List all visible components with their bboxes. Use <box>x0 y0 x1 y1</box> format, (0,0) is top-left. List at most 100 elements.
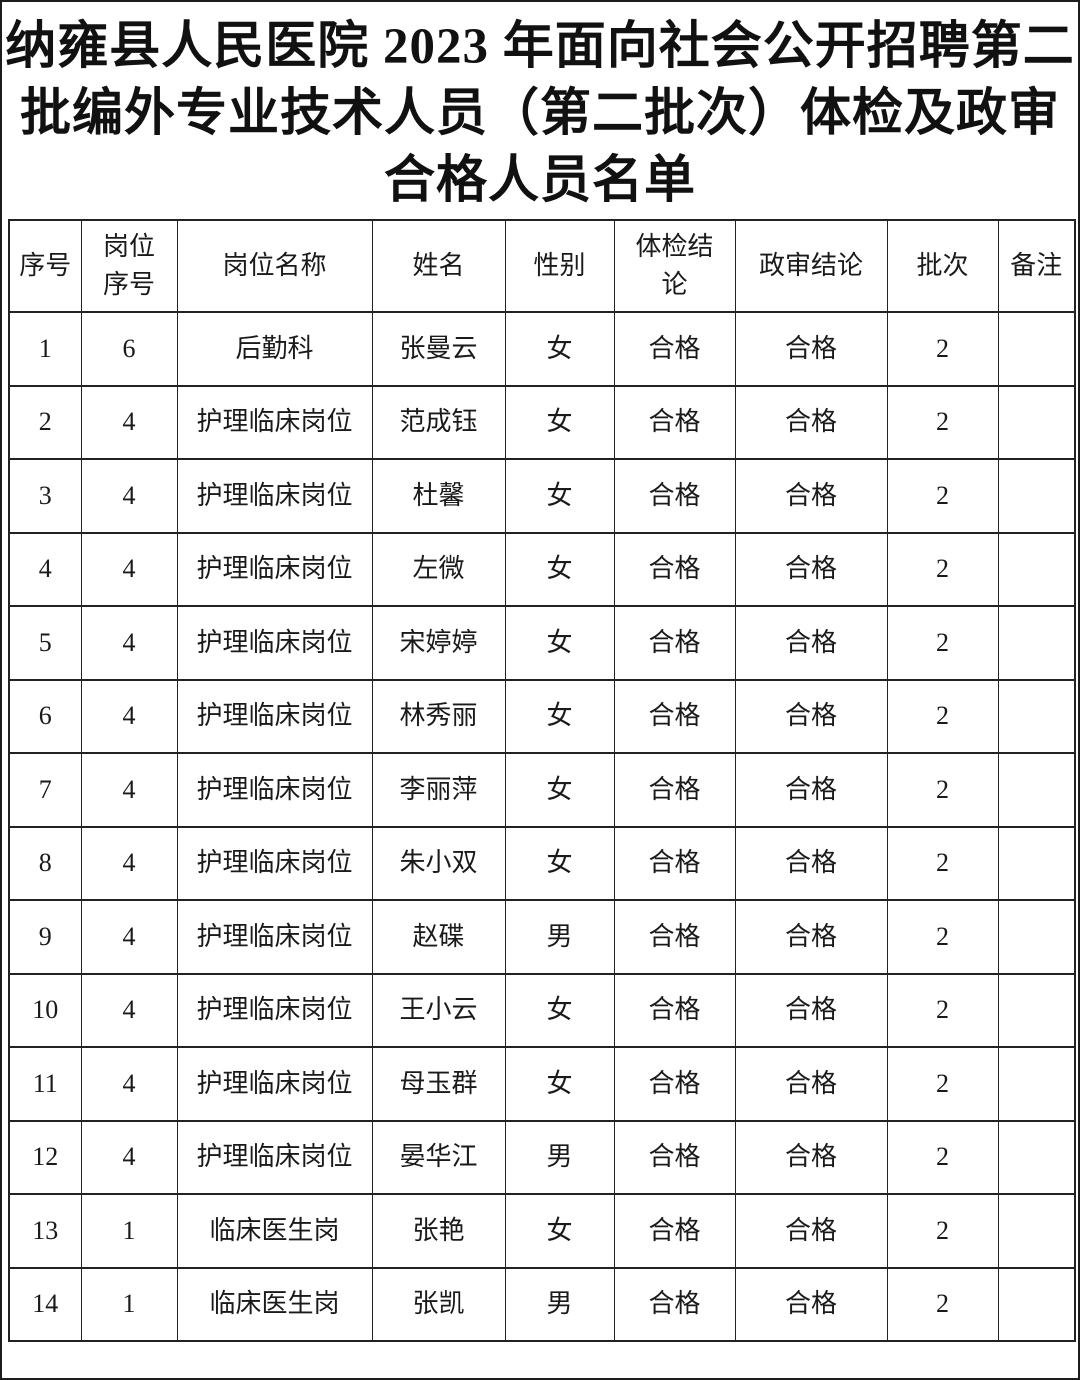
cell-batch: 2 <box>886 1266 999 1342</box>
table-row: 7 4 护理临床岗位 李丽萍女合格 合格 2 <box>8 752 1076 828</box>
table-row: 13 1 临床医生岗 张艳女合格 合格 2 <box>8 1193 1076 1269</box>
cell-gender: 女 <box>504 311 615 387</box>
cell-political_result: 合格 <box>734 752 888 828</box>
cell-physical_result: 合格 <box>613 531 736 607</box>
cell-name: 宋婷婷 <box>371 605 506 681</box>
cell-name: 母玉群 <box>371 1046 506 1122</box>
cell-seq: 2 <box>8 384 82 460</box>
cell-remark <box>997 384 1076 460</box>
table-row: 3 4 护理临床岗位 杜馨女合格 合格 2 <box>8 458 1076 534</box>
cell-political_result: 合格 <box>734 311 888 387</box>
cell-name: 林秀丽 <box>371 678 506 754</box>
cell-batch: 2 <box>886 972 999 1048</box>
cell-seq: 14 <box>8 1266 82 1342</box>
cell-seq: 12 <box>8 1119 82 1195</box>
cell-physical_result: 合格 <box>613 384 736 460</box>
cell-gender: 女 <box>504 531 615 607</box>
cell-seq: 11 <box>8 1046 82 1122</box>
cell-name: 王小云 <box>371 972 506 1048</box>
column-header-batch: 批次 <box>886 219 999 313</box>
cell-political_result: 合格 <box>734 531 888 607</box>
cell-post_name: 护理临床岗位 <box>176 605 373 681</box>
cell-gender: 女 <box>504 1046 615 1122</box>
cell-gender: 男 <box>504 1119 615 1195</box>
cell-remark <box>997 1119 1076 1195</box>
cell-physical_result: 合格 <box>613 752 736 828</box>
cell-post_seq: 4 <box>80 1119 178 1195</box>
column-header-gender: 性别 <box>504 219 615 313</box>
cell-batch: 2 <box>886 605 999 681</box>
cell-name: 张曼云 <box>371 311 506 387</box>
cell-post_name: 护理临床岗位 <box>176 384 373 460</box>
cell-political_result: 合格 <box>734 1046 888 1122</box>
cell-post_name: 护理临床岗位 <box>176 972 373 1048</box>
cell-remark <box>997 605 1076 681</box>
cell-batch: 2 <box>886 899 999 975</box>
cell-batch: 2 <box>886 384 999 460</box>
cell-post_name: 护理临床岗位 <box>176 899 373 975</box>
table-row: 11 4 护理临床岗位 母玉群女合格 合格 2 <box>8 1046 1076 1122</box>
cell-political_result: 合格 <box>734 1193 888 1269</box>
cell-batch: 2 <box>886 311 999 387</box>
cell-political_result: 合格 <box>734 899 888 975</box>
cell-physical_result: 合格 <box>613 605 736 681</box>
cell-post_seq: 6 <box>80 311 178 387</box>
cell-seq: 5 <box>8 605 82 681</box>
cell-post_name: 临床医生岗 <box>176 1266 373 1342</box>
cell-name: 张凯 <box>371 1266 506 1342</box>
table-row: 12 4 护理临床岗位 晏华江男合格 合格 2 <box>8 1119 1076 1195</box>
cell-name: 朱小双 <box>371 825 506 901</box>
cell-post_name: 护理临床岗位 <box>176 1119 373 1195</box>
cell-political_result: 合格 <box>734 384 888 460</box>
roster-table: 序号 岗位 序号 岗位名称 姓名 性别 体检结 论政审结论 批次 备注 1 6 后勤科 张曼云女合格… <box>8 219 1076 1342</box>
cell-gender: 女 <box>504 605 615 681</box>
cell-batch: 2 <box>886 1119 999 1195</box>
cell-post_seq: 4 <box>80 972 178 1048</box>
table-row: 14 1 临床医生岗 张凯男合格 合格 2 <box>8 1266 1076 1342</box>
cell-post_name: 护理临床岗位 <box>176 752 373 828</box>
cell-post_seq: 1 <box>80 1193 178 1269</box>
cell-post_seq: 4 <box>80 605 178 681</box>
cell-batch: 2 <box>886 825 999 901</box>
cell-remark <box>997 1266 1076 1342</box>
cell-batch: 2 <box>886 1046 999 1122</box>
cell-gender: 男 <box>504 899 615 975</box>
cell-post_name: 护理临床岗位 <box>176 678 373 754</box>
cell-post_seq: 4 <box>80 899 178 975</box>
cell-post_name: 护理临床岗位 <box>176 458 373 534</box>
cell-seq: 4 <box>8 531 82 607</box>
cell-gender: 女 <box>504 678 615 754</box>
cell-physical_result: 合格 <box>613 1046 736 1122</box>
cell-post_seq: 4 <box>80 678 178 754</box>
cell-post_name: 护理临床岗位 <box>176 1046 373 1122</box>
cell-remark <box>997 899 1076 975</box>
cell-gender: 女 <box>504 972 615 1048</box>
cell-political_result: 合格 <box>734 678 888 754</box>
cell-remark <box>997 1193 1076 1269</box>
table-row: 9 4 护理临床岗位 赵碟男合格 合格 2 <box>8 899 1076 975</box>
cell-gender: 男 <box>504 1266 615 1342</box>
cell-physical_result: 合格 <box>613 678 736 754</box>
cell-post_name: 后勤科 <box>176 311 373 387</box>
cell-gender: 女 <box>504 458 615 534</box>
cell-remark <box>997 1046 1076 1122</box>
column-header-name: 姓名 <box>371 219 506 313</box>
cell-political_result: 合格 <box>734 972 888 1048</box>
cell-seq: 10 <box>8 972 82 1048</box>
table-row: 4 4 护理临床岗位 左微女合格 合格 2 <box>8 531 1076 607</box>
table-row: 6 4 护理临床岗位 林秀丽女合格 合格 2 <box>8 678 1076 754</box>
cell-post_seq: 4 <box>80 825 178 901</box>
table-body: 1 6 后勤科 张曼云女合格 合格 2 2 4 护理临床岗位 范成钰女合格 合格 2 3 4 护理临床岗位杜… <box>8 311 1076 1342</box>
cell-remark <box>997 531 1076 607</box>
cell-name: 张艳 <box>371 1193 506 1269</box>
cell-post_name: 临床医生岗 <box>176 1193 373 1269</box>
table-header-row: 序号 岗位 序号 岗位名称 姓名 性别 体检结 论政审结论 批次 备注 <box>8 219 1076 313</box>
cell-name: 晏华江 <box>371 1119 506 1195</box>
cell-seq: 13 <box>8 1193 82 1269</box>
cell-post_seq: 4 <box>80 531 178 607</box>
cell-remark <box>997 458 1076 534</box>
cell-gender: 女 <box>504 384 615 460</box>
column-header-post_name: 岗位名称 <box>176 219 373 313</box>
column-header-remark: 备注 <box>997 219 1076 313</box>
